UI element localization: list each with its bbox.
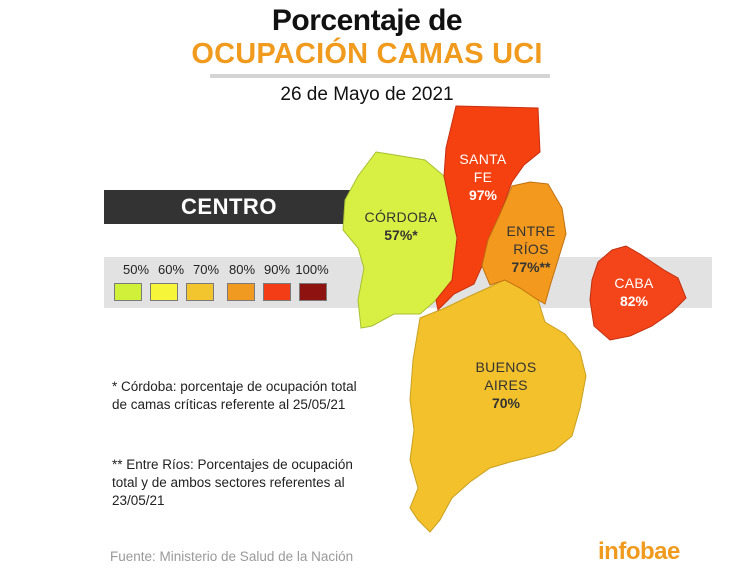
map-date: 26 de Mayo de 2021 (280, 84, 454, 105)
region-name-santa-fe-2: FE (473, 169, 493, 185)
region-name-entre-rios: ENTRE (506, 223, 556, 239)
region-band (104, 190, 354, 224)
legend-swatch-100 (299, 283, 327, 301)
region-percent-cordoba: 57%* (384, 227, 418, 243)
label-caba: CABA 82% (604, 274, 664, 310)
footnote-entre-rios: ** Entre Ríos: Porcentajes de ocupación … (112, 456, 402, 510)
legend-label-80: 80% (228, 262, 256, 277)
footnote-cordoba: * Córdoba: porcentaje de ocupación total… (112, 378, 402, 414)
footnote-entre-rios-line-2: total y de ambos sectores referentes al (112, 475, 345, 490)
region-name-buenos-aires: BUENOS (475, 359, 537, 375)
legend-label-70: 70% (192, 262, 220, 277)
label-entre-rios: ENTRE RÍOS 77%** (496, 222, 566, 276)
region-percent-entre-rios: 77%** (511, 259, 551, 275)
region-band-label: CENTRO (181, 194, 277, 219)
province-entre-rios[interactable] (481, 181, 567, 305)
footnote-cordoba-line-2: de camas críticas referente al 25/05/21 (112, 397, 346, 412)
region-percent-buenos-aires: 70% (491, 395, 521, 411)
label-buenos-aires: BUENOS AIRES 70% (468, 358, 544, 412)
legend-swatch-80 (227, 283, 255, 301)
legend-label-50: 50% (122, 262, 150, 277)
source-note: Fuente: Ministerio de Salud de la Nación (110, 549, 354, 564)
legend-label-90: 90% (263, 262, 291, 277)
region-percent-santa-fe: 97% (468, 187, 498, 203)
footnote-cordoba-line-1: * Córdoba: porcentaje de ocupación total (112, 379, 357, 394)
title-divider (210, 74, 550, 78)
footnote-entre-rios-line-1: ** Entre Ríos: Porcentajes de ocupación (112, 457, 353, 472)
province-caba[interactable] (589, 245, 687, 341)
region-percent-caba: 82% (619, 293, 649, 309)
legend-swatch-90 (263, 283, 291, 301)
legend-label-100: 100% (295, 262, 329, 277)
region-name-santa-fe: SANTA (459, 151, 507, 167)
legend-swatch-70 (186, 283, 214, 301)
label-cordoba: CÓRDOBA 57%* (356, 208, 446, 244)
legend-label-60: 60% (157, 262, 185, 277)
region-name-caba: CABA (614, 275, 654, 291)
legend-swatch-60 (150, 283, 178, 301)
brand-logo[interactable]: infobae (598, 538, 680, 565)
legend-swatch-50 (114, 283, 142, 301)
region-name-buenos-aires-2: AIRES (484, 377, 528, 393)
province-santa-fe[interactable] (435, 105, 541, 312)
footnote-entre-rios-line-3: 23/05/21 (112, 493, 165, 508)
title-line-1: Porcentaje de (271, 4, 463, 37)
title-line-2: OCUPACIÓN CAMAS UCI (191, 38, 543, 70)
label-santa-fe: SANTA FE 97% (448, 150, 518, 204)
region-name-cordoba: CÓRDOBA (364, 209, 438, 225)
region-name-entre-rios-2: RÍOS (513, 241, 549, 257)
